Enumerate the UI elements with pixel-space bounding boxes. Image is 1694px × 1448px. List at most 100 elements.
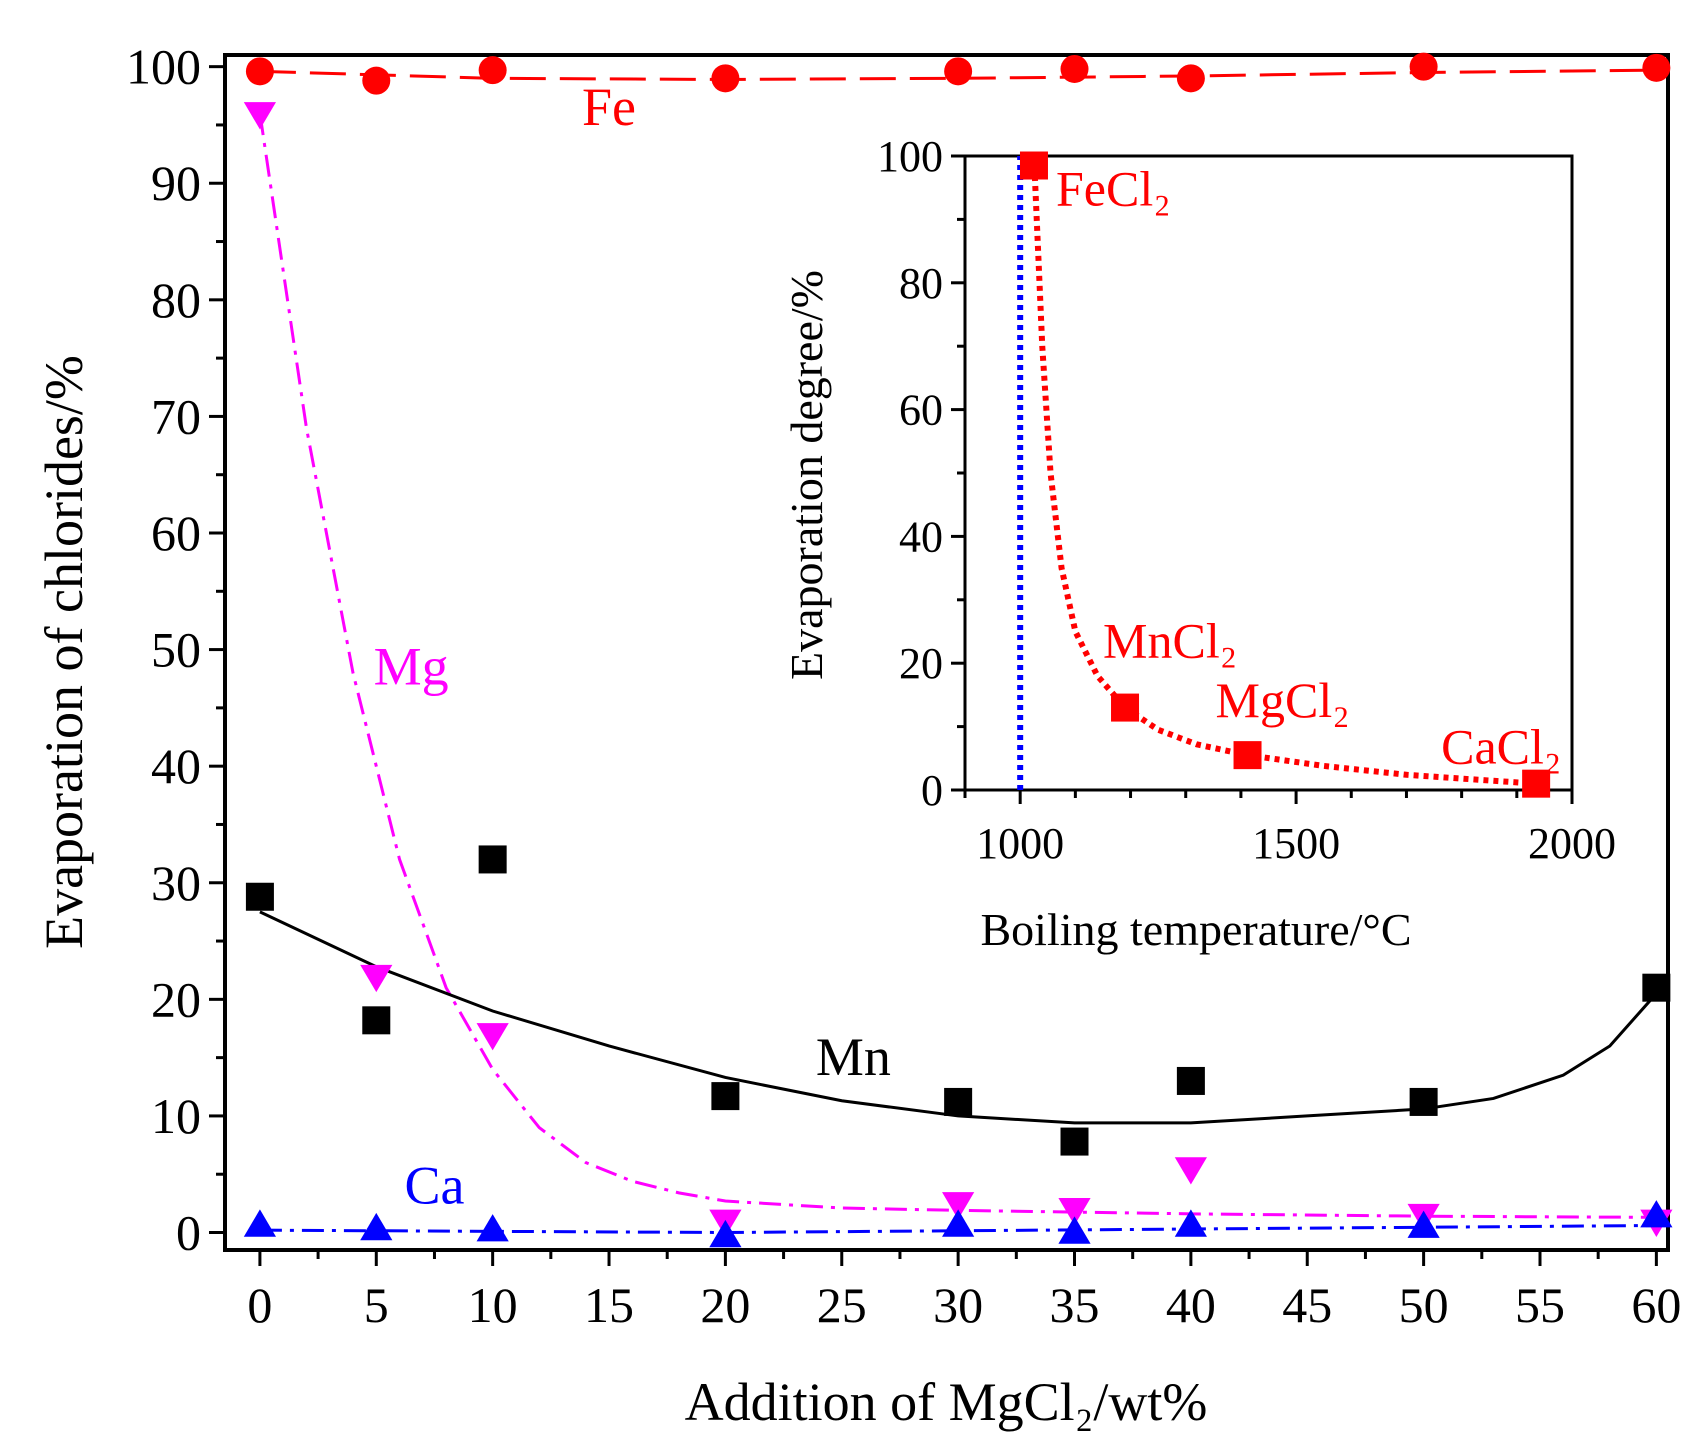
inset-data-point [1019, 151, 1048, 180]
main-x-tick-label: 50 [1399, 1277, 1449, 1333]
data-point-mn [478, 845, 507, 874]
main-x-tick-label: 10 [468, 1277, 518, 1333]
main-y-tick-label: 40 [151, 738, 201, 794]
data-point-mn [1060, 1127, 1089, 1156]
inset-lines [1017, 155, 1537, 790]
inset-plot-frame [963, 154, 1574, 792]
data-point-ca [1640, 1200, 1673, 1228]
data-point-fe [711, 64, 740, 93]
main-y-tick-label: 50 [151, 622, 201, 678]
data-point-mg [360, 964, 393, 993]
main-x-tick-label: 30 [933, 1277, 983, 1333]
main-x-tick-label: 5 [364, 1277, 389, 1333]
inset-y-tick-label: 60 [899, 386, 943, 435]
data-point-mg [1174, 1157, 1207, 1185]
data-point-mg [1058, 1197, 1091, 1226]
inset-x-tick-labels: 1000 1500 2000 [976, 819, 1616, 868]
data-point-mg [243, 102, 277, 130]
data-point-ca [360, 1212, 393, 1241]
inset-plot: 1000 1500 2000 0 20 40 60 80 100 FeCl₂ MnCl₂MgCl… [781, 132, 1616, 955]
main-x-tick-label: 35 [1050, 1277, 1100, 1333]
inset-y-tick-label: 0 [921, 766, 943, 815]
main-x-tick-label: 60 [1631, 1277, 1681, 1333]
series-label-mg: Mg [374, 637, 449, 697]
main-y-tick-label: 10 [151, 1088, 201, 1144]
data-point-fe [944, 57, 973, 86]
inset-tick-marks [951, 154, 1574, 804]
inset-point-label: CaCl₂ [1441, 719, 1561, 775]
data-point-mn [944, 1087, 973, 1116]
inset-data-point [1233, 741, 1262, 770]
main-y-tick-label: 80 [151, 272, 201, 328]
data-point-fe [245, 57, 274, 86]
data-point-mn [1409, 1087, 1438, 1116]
main-x-tick-label: 15 [584, 1277, 634, 1333]
inset-y-tick-label: 100 [877, 132, 943, 181]
data-point-fe [1409, 52, 1438, 81]
inset-data-point [1111, 693, 1140, 722]
main-y-tick-label: 90 [151, 155, 201, 211]
inset-y-tick-label: 80 [899, 259, 943, 308]
inset-y-tick-labels: 0 20 40 60 80 100 [877, 132, 943, 815]
main-data-markers [243, 52, 1673, 1248]
main-plot-frame [223, 53, 1670, 1252]
main-y-tick-label: 20 [151, 971, 201, 1027]
fit-line-mn [259, 910, 1658, 1125]
inset-x-tick-label: 2000 [1528, 819, 1616, 868]
main-y-tick-label: 0 [176, 1205, 201, 1261]
main-x-tick-label: 40 [1166, 1277, 1216, 1333]
main-plot: 0 5 10 15 20 25 30 35 40 45 50 55 60 0 10 20 30 40 50 60 70… [34, 39, 1681, 1432]
main-x-tick-label: 45 [1282, 1277, 1332, 1333]
main-tick-marks [209, 65, 1658, 1266]
data-point-ca [942, 1209, 975, 1237]
data-point-mg [942, 1192, 975, 1220]
main-y-axis-title: Evaporation of chlorides/% [34, 355, 94, 949]
data-point-fe [1060, 54, 1089, 83]
main-series-labels: Fe Mg Mn Ca [374, 77, 891, 1215]
inset-x-tick-label: 1500 [1252, 819, 1340, 868]
data-point-fe [478, 56, 507, 85]
series-label-mn: Mn [816, 1027, 891, 1087]
inset-y-axis-title: Evaporation degree/% [781, 270, 832, 680]
main-y-tick-labels: 0 10 20 30 40 50 60 70 80 90 100 [126, 39, 201, 1261]
data-point-ca [1058, 1216, 1091, 1244]
inset-x-tick-label: 1000 [976, 819, 1064, 868]
data-point-mn [711, 1082, 740, 1111]
inset-fit-curve [1030, 155, 1537, 787]
series-label-fe: Fe [582, 77, 636, 137]
series-label-ca: Ca [404, 1155, 464, 1215]
inset-y-tick-label: 40 [899, 512, 943, 561]
main-x-tick-label: 20 [700, 1277, 750, 1333]
data-point-ca [1174, 1209, 1207, 1237]
data-point-fe [1642, 53, 1671, 82]
inset-point-label: MgCl₂ [1216, 672, 1350, 728]
main-y-tick-label: 100 [126, 39, 201, 95]
data-point-fe [362, 66, 391, 95]
inset-y-tick-label: 20 [899, 639, 943, 688]
inset-x-axis-title: Boiling temperature/°C [980, 904, 1411, 955]
main-y-tick-label: 70 [151, 388, 201, 444]
inset-point-label: FeCl₂ [1056, 161, 1171, 217]
data-point-mn [1642, 973, 1671, 1002]
main-x-tick-labels: 0 5 10 15 20 25 30 35 40 45 50 55 60 [247, 1277, 1681, 1333]
inset-data-point [1522, 769, 1551, 798]
data-point-mn [1176, 1066, 1205, 1095]
data-point-ca [1407, 1210, 1440, 1238]
data-point-mn [362, 1006, 391, 1035]
main-x-tick-label: 0 [247, 1277, 272, 1333]
main-x-axis-title: Addition of MgCl₂/wt% [685, 1372, 1208, 1432]
main-y-tick-label: 30 [151, 855, 201, 911]
data-point-mg [476, 1023, 509, 1051]
main-x-tick-label: 25 [817, 1277, 867, 1333]
fit-line-fe [259, 68, 1657, 81]
main-x-tick-label: 55 [1515, 1277, 1565, 1333]
data-point-mn [245, 882, 274, 911]
data-point-ca [709, 1219, 742, 1248]
data-point-ca [476, 1214, 509, 1242]
main-y-tick-label: 60 [151, 505, 201, 561]
data-point-ca [243, 1209, 277, 1237]
inset-data-markers [1019, 151, 1551, 798]
inset-point-label: MnCl₂ [1103, 613, 1237, 669]
